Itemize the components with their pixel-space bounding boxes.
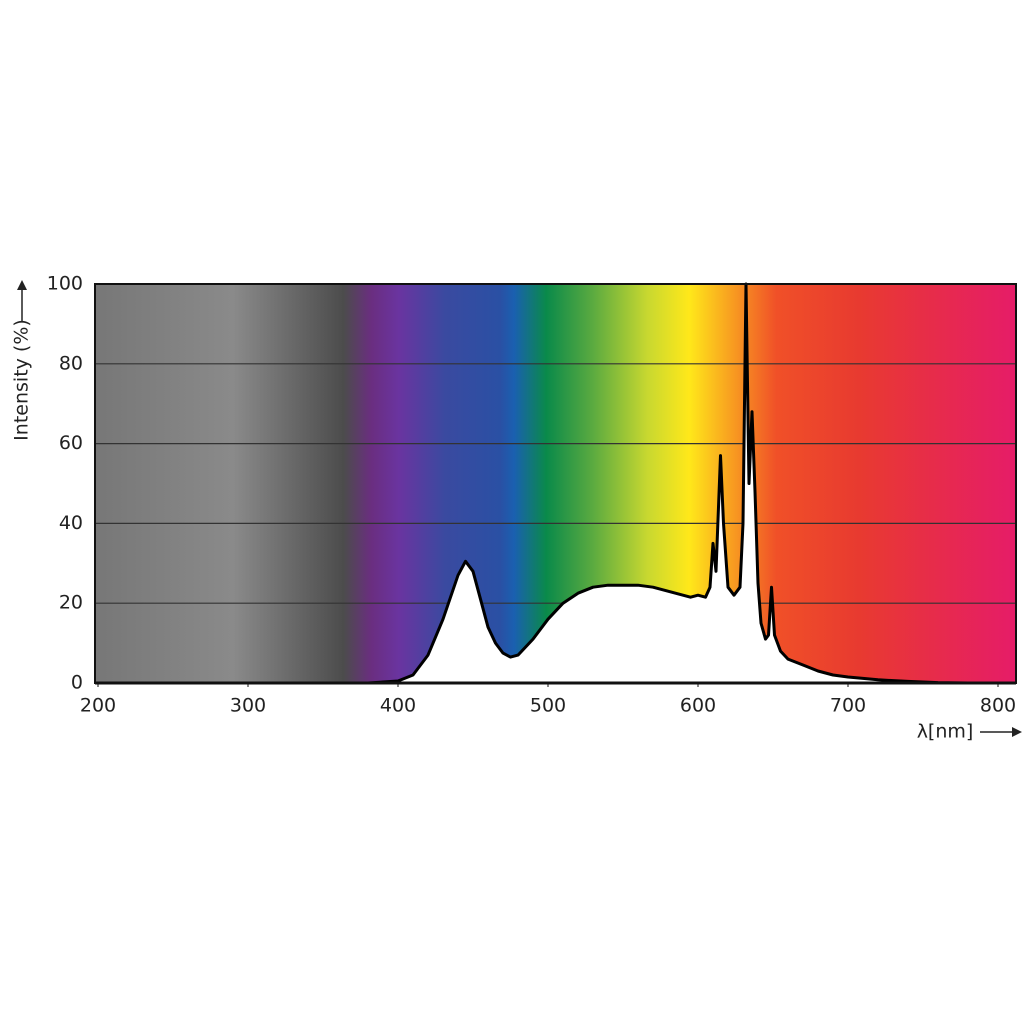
x-tick-label: 200 — [80, 695, 116, 717]
y-axis-label: Intensity (%) — [11, 319, 33, 441]
area-fill — [368, 284, 968, 683]
y-tick-label: 40 — [59, 512, 83, 534]
x-tick-label: 600 — [680, 695, 716, 717]
x-tick-label: 300 — [230, 695, 266, 717]
x-tick-label: 400 — [380, 695, 416, 717]
line — [367, 282, 969, 685]
x-tick-label: 800 — [980, 695, 1016, 717]
y-tick-label: 60 — [59, 432, 83, 454]
y-tick-label: 100 — [47, 273, 83, 295]
x-tick-label: 700 — [830, 695, 866, 717]
y-arrow-head — [17, 280, 27, 290]
x-arrow-head — [1012, 727, 1022, 737]
y-tick-label: 0 — [71, 672, 83, 694]
y-tick-label: 80 — [59, 352, 83, 374]
plot — [367, 282, 969, 685]
x-axis-label: λ[nm] — [917, 721, 974, 743]
y-tick-label: 20 — [59, 592, 83, 614]
x-tick-label: 500 — [530, 695, 566, 717]
